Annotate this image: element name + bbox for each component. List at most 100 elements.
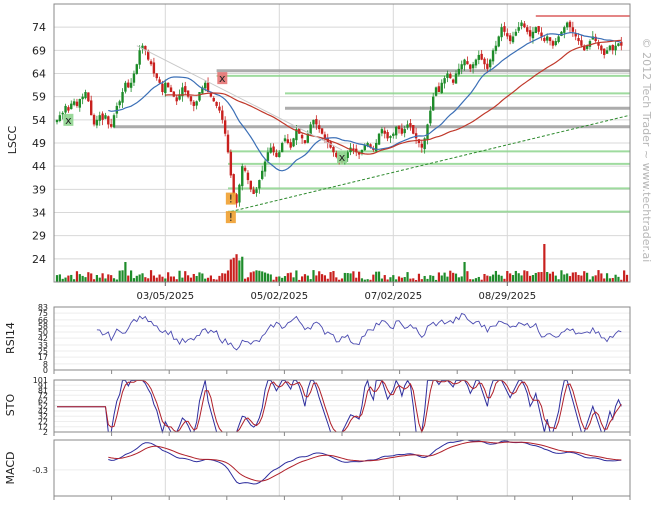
sto-slow-line: [57, 379, 622, 434]
volume-bar: [560, 270, 563, 282]
candle-body: [540, 32, 543, 37]
candle-body: [480, 53, 483, 60]
candle-body: [198, 92, 201, 101]
volume-bar: [480, 279, 483, 282]
candle-body: [58, 115, 62, 122]
volume-bar: [112, 278, 116, 282]
osc-tick-label: 2: [43, 428, 48, 437]
volume-bar: [152, 275, 155, 282]
volume-bar: [338, 279, 341, 282]
volume-bar: [358, 271, 361, 282]
candle-body: [483, 58, 486, 65]
date-tick-label: 07/02/2025: [364, 291, 422, 302]
macd-axis-label: MACD: [4, 452, 17, 485]
volume-bar: [526, 271, 529, 282]
candle-body: [352, 148, 355, 150]
price-tick-label: 39: [32, 183, 46, 196]
candle-body: [332, 146, 335, 153]
candle-body: [375, 143, 378, 152]
volume-bar: [531, 275, 535, 282]
volume-bar: [500, 275, 503, 282]
rsi-axis-label: RSI14: [4, 322, 17, 354]
osc-tick-label: 66: [38, 316, 48, 325]
volume-bar: [124, 262, 127, 282]
candle-body: [406, 124, 409, 128]
volume-bar: [392, 275, 395, 282]
candle-body: [241, 166, 244, 187]
volume-bar: [212, 279, 215, 282]
sto-fast-line: [57, 378, 622, 434]
volume-bar: [292, 277, 295, 282]
volume-bar: [255, 270, 258, 282]
volume-bar: [429, 275, 432, 282]
candle-body: [403, 129, 406, 134]
volume-bar: [329, 272, 332, 282]
candle-body: [278, 152, 281, 158]
trend-lines: [136, 45, 631, 213]
candle-body: [443, 78, 446, 84]
candle-body: [409, 123, 412, 127]
candle-body: [280, 143, 284, 153]
candle-body: [454, 73, 458, 84]
volume-bar: [434, 279, 438, 282]
osc-tick-label: 0: [43, 366, 48, 375]
volume-bar: [75, 271, 79, 282]
volume-bar: [497, 274, 500, 282]
candle-body: [355, 148, 358, 153]
volume-bar: [64, 277, 67, 282]
candle-body: [477, 54, 480, 60]
grid: [54, 4, 630, 496]
rsi-line: [96, 312, 622, 351]
candle-body: [489, 59, 492, 68]
signal-marker: [337, 150, 347, 163]
volume-bar: [95, 275, 98, 282]
volume-bar: [263, 272, 267, 282]
volume-bar: [104, 278, 107, 282]
candle-body: [383, 130, 386, 134]
candle-body: [243, 167, 247, 171]
osc-tick-label: 42: [38, 334, 48, 343]
candle-body: [588, 41, 592, 47]
candle-body: [189, 96, 193, 102]
candle-body: [357, 151, 361, 155]
candle-body: [67, 107, 70, 111]
candle-body: [175, 97, 178, 102]
price-tick-label: 34: [32, 207, 46, 220]
volume-bar: [566, 273, 569, 282]
volume-bar: [557, 279, 560, 282]
volume-bar: [215, 279, 218, 282]
volume-bar: [266, 273, 269, 282]
volume-bar: [457, 277, 460, 282]
volume-bar: [477, 276, 480, 282]
candle-body: [78, 98, 81, 108]
volume-bar: [355, 277, 358, 282]
candle-body: [426, 124, 429, 140]
volume-bar: [574, 272, 577, 282]
volume-bar: [261, 271, 264, 282]
candle-body: [215, 101, 218, 106]
volume-bar: [614, 274, 617, 282]
candle-body: [372, 148, 375, 150]
candle-body: [574, 33, 577, 37]
volume-bar: [623, 270, 626, 282]
candle-body: [121, 92, 124, 103]
price-tick-label: 59: [32, 91, 46, 104]
volume-bar: [58, 274, 61, 282]
price-tick-label: 29: [32, 230, 46, 243]
candle-body: [400, 128, 404, 134]
volume-bar: [537, 272, 540, 282]
candle-body: [272, 146, 275, 153]
volume-bar: [130, 270, 133, 282]
volume-bar: [406, 272, 409, 282]
candle-body: [440, 82, 443, 94]
volume-bar: [272, 279, 275, 282]
candle-body: [192, 101, 195, 106]
candle-body: [494, 45, 498, 51]
volume-bar: [238, 260, 241, 282]
volume-bar: [409, 278, 412, 282]
candle-body: [158, 79, 161, 83]
candle-body: [543, 37, 546, 42]
volume-bar: [195, 275, 198, 282]
candle-body: [124, 82, 127, 92]
